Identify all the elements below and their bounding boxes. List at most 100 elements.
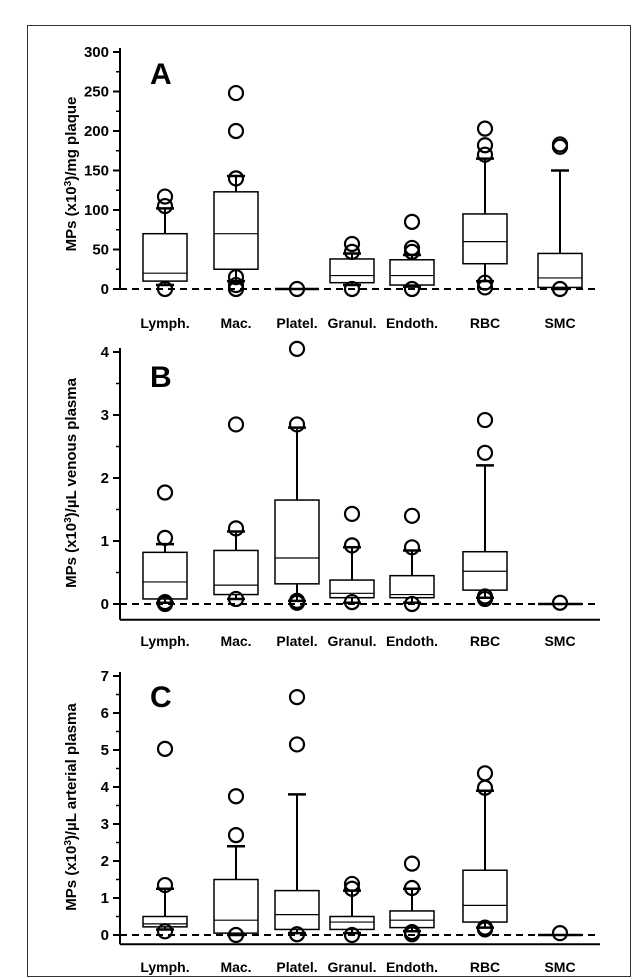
outlier-point (156, 740, 174, 757)
outlier-point (476, 411, 494, 429)
y-tick-label: 0 (101, 927, 109, 944)
outlier-point (227, 520, 245, 537)
box-iqr (213, 549, 259, 596)
box-iqr (329, 915, 375, 931)
category-label: Platel. (276, 959, 317, 975)
category-label: Lymph. (140, 315, 189, 331)
outlier-point (343, 537, 361, 554)
y-axis-label: MPs (x103)/µL arterial plasma (63, 703, 81, 911)
y-tick-label: 0 (101, 596, 109, 613)
y-tick-label: 300 (84, 44, 109, 61)
outlier-point (476, 765, 494, 782)
y-tick-label: 0 (101, 281, 109, 298)
outlier-point (288, 736, 306, 753)
outlier-point (227, 788, 245, 805)
y-tick-label: 50 (92, 242, 109, 259)
outlier-point (551, 280, 569, 298)
outlier-point (403, 507, 421, 524)
outlier-point (403, 280, 421, 298)
category-label: RBC (470, 959, 500, 975)
category-label: Endoth. (386, 633, 438, 649)
outlier-point (227, 269, 245, 286)
outlier-point (403, 239, 421, 257)
outlier-point (476, 274, 494, 291)
category-label: Granul. (327, 315, 376, 331)
category-label: SMC (544, 633, 575, 649)
outlier-point (227, 122, 245, 140)
outlier-point (288, 340, 306, 357)
outlier-point (476, 279, 494, 296)
outlier-point (403, 595, 421, 613)
outlier-point (156, 197, 174, 215)
outlier-point (156, 876, 174, 894)
box-iqr (462, 213, 508, 265)
y-tick-label: 6 (101, 705, 109, 722)
y-axis-label: MPs (x103)/µL venous plasma (63, 377, 81, 588)
outlier-point (227, 276, 245, 294)
box-iqr (213, 191, 259, 270)
outlier-point (403, 923, 421, 941)
y-tick-label: 100 (84, 202, 109, 219)
box-iqr (274, 889, 320, 931)
category-label: Lymph. (140, 633, 189, 649)
outlier-point (476, 120, 494, 137)
box-iqr (274, 499, 320, 585)
figure-frame (27, 25, 631, 977)
y-tick-label: 4 (101, 344, 110, 361)
category-label: Mac. (220, 959, 251, 975)
panel-letter: B (150, 361, 172, 394)
outlier-point (288, 592, 306, 609)
outlier-point (403, 539, 421, 556)
outlier-point (288, 280, 306, 298)
category-label: RBC (470, 315, 500, 331)
outlier-point (343, 926, 361, 944)
outlier-point (403, 213, 421, 230)
outlier-point (156, 188, 174, 205)
category-label: Mac. (220, 633, 251, 649)
outlier-point (476, 919, 494, 936)
outlier-point (343, 594, 361, 611)
box-iqr (142, 551, 188, 600)
outlier-point (343, 243, 361, 260)
panel-letter: A (150, 58, 172, 91)
category-label: Endoth. (386, 315, 438, 331)
outlier-point (156, 594, 174, 611)
outlier-point (551, 925, 569, 942)
y-tick-label: 5 (101, 742, 109, 759)
outlier-point (343, 280, 361, 298)
outlier-point (403, 855, 421, 872)
outlier-point (343, 880, 361, 897)
y-axis-label: MPs (x103)/mg plaque (63, 97, 81, 252)
y-tick-label: 250 (84, 84, 109, 101)
outlier-point (476, 444, 494, 461)
category-label: Granul. (327, 633, 376, 649)
y-tick-label: 2 (101, 470, 109, 487)
outlier-point (403, 879, 421, 897)
category-label: Endoth. (386, 959, 438, 975)
category-label: SMC (544, 315, 575, 331)
outlier-point (227, 826, 245, 844)
outlier-point (156, 280, 174, 298)
y-tick-label: 1 (101, 533, 109, 550)
outlier-point (227, 416, 245, 433)
box-iqr (142, 915, 188, 928)
outlier-point (551, 594, 569, 611)
category-label: Platel. (276, 315, 317, 331)
box-iqr (389, 259, 435, 286)
box-iqr (462, 869, 508, 923)
outlier-point (288, 926, 306, 943)
category-label: Mac. (220, 315, 251, 331)
box-iqr (329, 258, 375, 284)
y-tick-label: 1 (101, 890, 109, 907)
category-label: Platel. (276, 633, 317, 649)
outlier-point (476, 588, 494, 605)
outlier-point (156, 529, 174, 546)
category-label: Lymph. (140, 959, 189, 975)
outlier-point (156, 484, 174, 501)
y-tick-label: 150 (84, 163, 109, 180)
outlier-point (476, 146, 494, 163)
box-iqr (142, 232, 188, 282)
outlier-point (343, 235, 361, 253)
y-tick-label: 200 (84, 123, 109, 140)
